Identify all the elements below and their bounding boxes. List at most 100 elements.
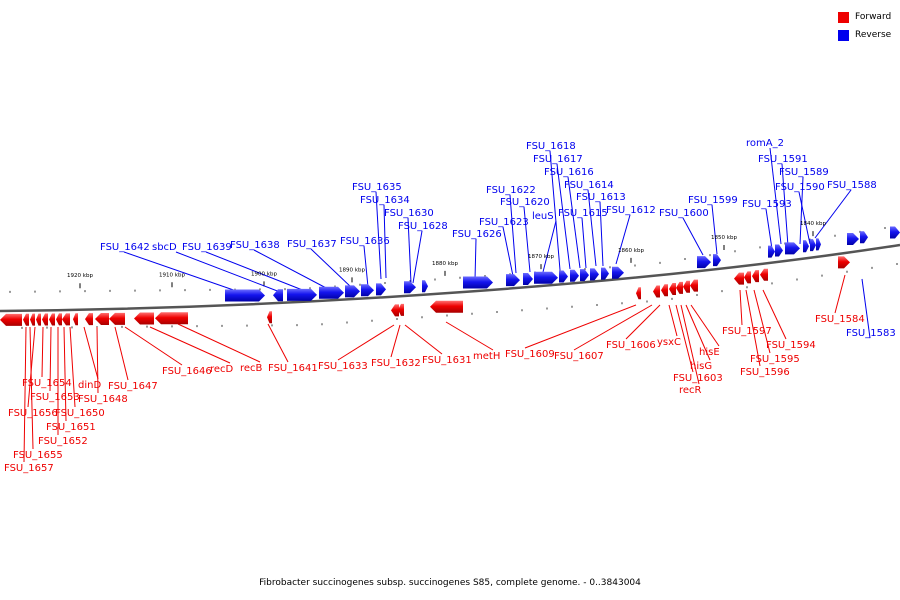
leader-line xyxy=(542,220,557,273)
forward-gene-label-metH: metH xyxy=(473,351,500,362)
reverse-gene-3[interactable] xyxy=(319,286,344,299)
reverse-gene-label-FSU_1636: FSU_1636 xyxy=(340,236,390,247)
forward-gene-27[interactable] xyxy=(752,270,759,283)
forward-gene-label-FSU_1651: FSU_1651 xyxy=(46,422,96,433)
forward-gene-26[interactable] xyxy=(744,271,751,284)
reverse-gene-8[interactable] xyxy=(422,280,428,293)
reverse-gene-4[interactable] xyxy=(345,285,360,298)
reverse-gene-1[interactable] xyxy=(273,289,283,302)
forward-gene-7[interactable] xyxy=(62,313,70,326)
reverse-gene-13[interactable] xyxy=(559,270,568,283)
forward-gene-5[interactable] xyxy=(49,313,55,326)
forward-gene-label-FSU_1633: FSU_1633 xyxy=(318,361,368,372)
forward-gene-9[interactable] xyxy=(85,313,93,326)
leader-line xyxy=(781,163,789,247)
forward-gene-18[interactable] xyxy=(636,287,641,300)
reverse-gene-7[interactable] xyxy=(404,281,416,294)
forward-gene-13[interactable] xyxy=(155,312,188,325)
reverse-gene-25[interactable] xyxy=(810,239,816,252)
forward-gene-29[interactable] xyxy=(838,256,850,269)
leader-line xyxy=(375,191,382,280)
leader-line xyxy=(390,324,401,358)
scale-label: 1850 kbp xyxy=(711,235,737,241)
reverse-gene-5[interactable] xyxy=(361,284,374,297)
forward-gene-label-FSU_1656: FSU_1656 xyxy=(8,408,58,419)
forward-gene-label-FSU_1646: FSU_1646 xyxy=(162,366,212,377)
reverse-gene-2[interactable] xyxy=(287,288,317,301)
forward-gene-label-dinD: dinD xyxy=(78,380,101,391)
forward-gene-4[interactable] xyxy=(42,313,48,326)
leader-line xyxy=(549,150,561,271)
reverse-gene-28[interactable] xyxy=(860,231,868,244)
reverse-gene-6[interactable] xyxy=(376,283,386,296)
reverse-gene-19[interactable] xyxy=(697,256,711,269)
leader-line xyxy=(83,326,99,380)
forward-gene-10[interactable] xyxy=(95,312,109,325)
scale-label: 1860 kbp xyxy=(618,248,644,254)
reverse-gene-29[interactable] xyxy=(890,226,900,239)
reverse-gene-label-FSU_1599: FSU_1599 xyxy=(688,195,738,206)
reverse-gene-9[interactable] xyxy=(463,276,493,289)
leader-line xyxy=(799,176,804,245)
leader-line xyxy=(587,189,597,267)
forward-swatch xyxy=(838,11,849,23)
reverse-gene-17[interactable] xyxy=(601,267,609,280)
reverse-gene-11[interactable] xyxy=(523,273,533,286)
forward-gene-8[interactable] xyxy=(73,313,78,326)
leader-line xyxy=(690,304,720,347)
reverse-gene-14[interactable] xyxy=(570,269,579,282)
forward-gene-label-FSU_1609: FSU_1609 xyxy=(505,349,555,360)
forward-gene-label-FSU_1650: FSU_1650 xyxy=(55,408,105,419)
leader-line xyxy=(404,324,443,355)
reverse-gene-12[interactable] xyxy=(534,271,558,284)
forward-gene-20[interactable] xyxy=(661,284,668,297)
reverse-gene-label-leuS: leuS xyxy=(532,211,554,222)
reverse-gene-0[interactable] xyxy=(225,289,265,302)
forward-gene-12[interactable] xyxy=(134,312,154,325)
forward-gene-17[interactable] xyxy=(430,300,463,313)
forward-gene-24[interactable] xyxy=(690,279,698,292)
leader-line xyxy=(267,323,289,363)
forward-gene-21[interactable] xyxy=(669,282,676,295)
forward-gene-label-FSU_1648: FSU_1648 xyxy=(78,394,128,405)
leader-line xyxy=(123,251,246,295)
forward-gene-11[interactable] xyxy=(109,312,125,325)
forward-gene-14[interactable] xyxy=(267,311,272,324)
reverse-gene-27[interactable] xyxy=(847,232,859,245)
reverse-gene-26[interactable] xyxy=(816,238,821,251)
reverse-gene-16[interactable] xyxy=(590,268,599,281)
forward-gene-label-ysxC: ysxC xyxy=(657,337,681,348)
forward-gene-25[interactable] xyxy=(734,272,744,285)
scale-label: 1870 kbp xyxy=(528,254,554,260)
forward-gene-15[interactable] xyxy=(391,304,399,317)
reverse-gene-10[interactable] xyxy=(506,274,520,287)
forward-gene-label-FSU_1655: FSU_1655 xyxy=(13,450,63,461)
forward-gene-6[interactable] xyxy=(56,313,62,326)
scale-label: 1880 kbp xyxy=(432,261,458,267)
forward-gene-23[interactable] xyxy=(683,280,690,293)
reverse-gene-22[interactable] xyxy=(775,244,783,257)
reverse-gene-20[interactable] xyxy=(713,254,721,267)
forward-gene-label-FSU_1641: FSU_1641 xyxy=(268,363,318,374)
forward-gene-16[interactable] xyxy=(398,303,404,316)
reverse-gene-24[interactable] xyxy=(803,240,809,253)
reverse-gene-21[interactable] xyxy=(768,245,775,258)
forward-gene-3[interactable] xyxy=(36,313,41,326)
reverse-gene-label-FSU_1630: FSU_1630 xyxy=(384,208,434,219)
forward-gene-22[interactable] xyxy=(676,281,683,294)
reverse-gene-15[interactable] xyxy=(580,269,589,282)
forward-gene-2[interactable] xyxy=(30,313,35,326)
reverse-gene-18[interactable] xyxy=(612,266,624,279)
forward-gene-1[interactable] xyxy=(23,313,29,326)
legend-forward-label: Forward xyxy=(855,12,892,22)
leader-line xyxy=(253,249,331,291)
leader-line xyxy=(567,176,581,269)
forward-gene-0[interactable] xyxy=(0,313,22,326)
forward-gene-label-FSU_1652: FSU_1652 xyxy=(38,436,88,447)
forward-gene-19[interactable] xyxy=(653,285,660,298)
forward-gene-label-FSU_1597: FSU_1597 xyxy=(722,326,772,337)
forward-gene-28[interactable] xyxy=(760,268,768,281)
reverse-gene-23[interactable] xyxy=(785,242,800,255)
reverse-swatch xyxy=(838,29,849,41)
leader-line xyxy=(205,251,306,292)
